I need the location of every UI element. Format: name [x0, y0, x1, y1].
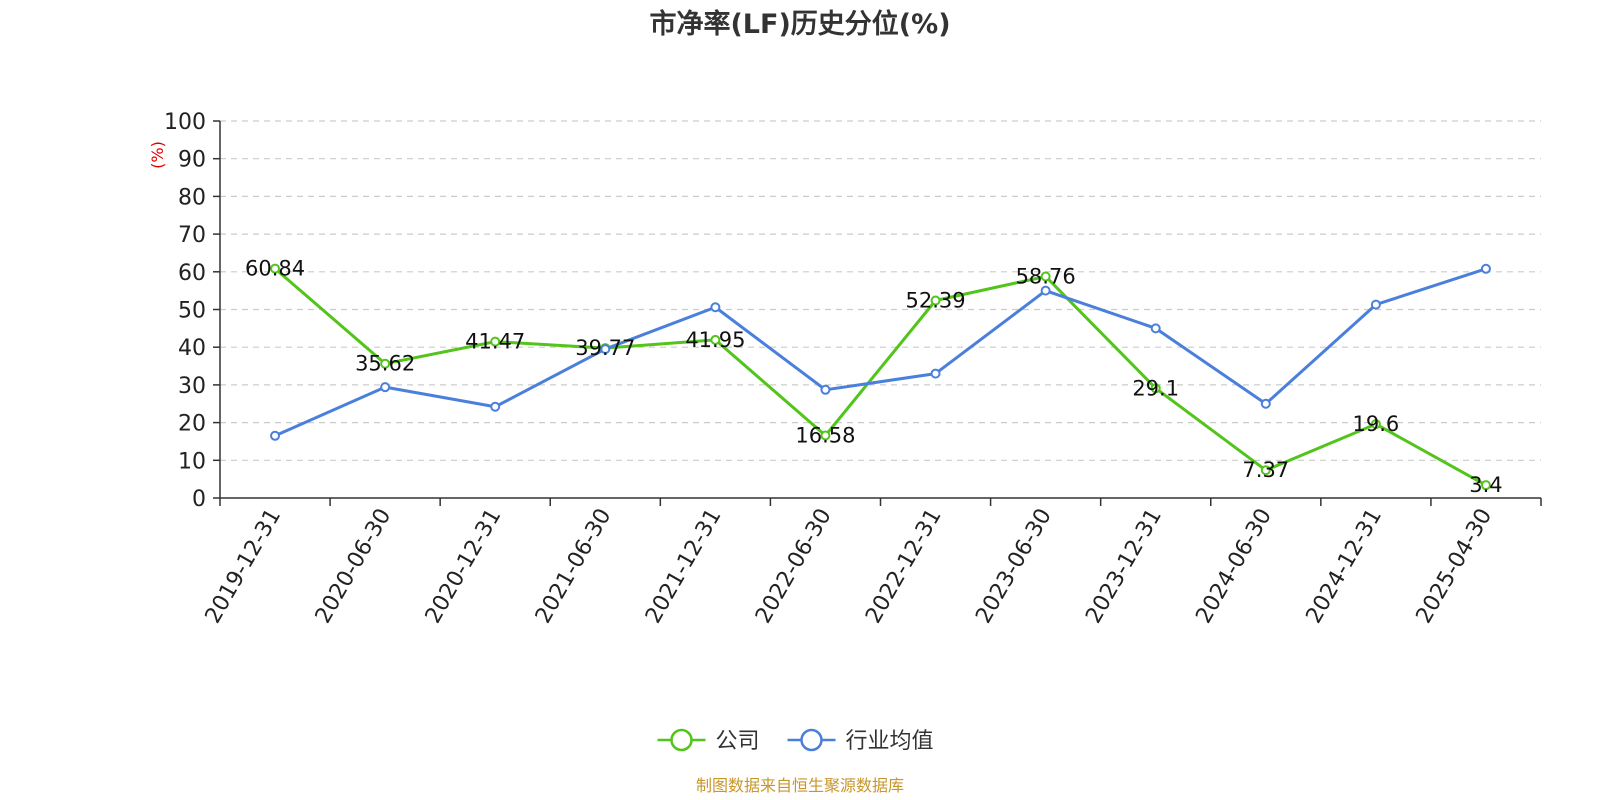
- data-label: 52.39: [905, 288, 965, 312]
- x-tick-label: 2023-06-30: [971, 505, 1057, 628]
- data-point[interactable]: [820, 384, 831, 395]
- y-tick-label: 0: [192, 487, 206, 512]
- data-point[interactable]: [1370, 299, 1381, 310]
- x-tick-label: 2021-06-30: [531, 505, 617, 628]
- gridlines: [220, 120, 1541, 461]
- data-point[interactable]: [1150, 383, 1161, 394]
- data-point[interactable]: [1480, 480, 1491, 491]
- data-point[interactable]: [270, 263, 281, 274]
- data-label: 41.47: [465, 330, 525, 354]
- data-point[interactable]: [930, 295, 941, 306]
- data-label: 58.76: [1016, 264, 1076, 288]
- data-point[interactable]: [270, 430, 281, 441]
- data-point[interactable]: [1370, 419, 1381, 430]
- y-tick-label: 50: [178, 299, 206, 324]
- data-label: 3.4: [1469, 473, 1502, 497]
- data-point[interactable]: [1260, 465, 1271, 476]
- series-line: [274, 267, 1487, 438]
- data-label: 16.58: [795, 423, 855, 447]
- x-tick-label: 2022-12-31: [861, 505, 947, 628]
- y-tick-label: 10: [178, 449, 206, 474]
- x-tick-label: 2019-12-31: [201, 505, 287, 628]
- y-tick-label: 40: [178, 336, 206, 361]
- series-industry-average: [270, 263, 1491, 441]
- data-point[interactable]: [710, 302, 721, 313]
- y-tick-label: 60: [178, 261, 206, 286]
- series-line: [274, 267, 1487, 487]
- data-point[interactable]: [710, 334, 721, 345]
- series-lines: [270, 263, 1491, 491]
- series-company: [270, 263, 1491, 491]
- y-tick-label: 90: [178, 148, 206, 173]
- data-label: 29.1: [1132, 376, 1179, 400]
- y-tick-label: 30: [178, 374, 206, 399]
- data-point[interactable]: [600, 344, 611, 355]
- x-tick-label: 2020-06-30: [311, 505, 397, 628]
- legend-circle-icon: [670, 728, 693, 752]
- data-label: 41.95: [685, 328, 745, 352]
- chart-title: 市净率(LF)历史分位(%): [649, 8, 950, 40]
- data-point[interactable]: [490, 401, 501, 412]
- legend-item-industry-average[interactable]: 行业均值: [787, 728, 934, 754]
- data-point[interactable]: [930, 368, 941, 379]
- x-tick-label: 2025-04-30: [1412, 505, 1498, 628]
- source-note: 制图数据来自恒生聚源数据库: [696, 776, 904, 795]
- legend-circle-icon: [800, 728, 823, 752]
- x-tick-label: 2020-12-31: [421, 505, 507, 628]
- x-tick-label: 2024-06-30: [1191, 505, 1277, 628]
- data-label: 7.37: [1242, 458, 1289, 482]
- y-tick-label: 70: [178, 223, 206, 248]
- data-point[interactable]: [1040, 285, 1051, 296]
- data-point[interactable]: [1260, 398, 1271, 409]
- data-labels: 60.84 35.62 41.47 39.77 41.95 16.58 52.39 58.76…: [245, 257, 1503, 498]
- data-point[interactable]: [490, 336, 501, 347]
- legend-label: 行业均值: [846, 729, 934, 754]
- data-label: 39.77: [575, 336, 635, 360]
- x-tick-label: 2022-06-30: [751, 505, 837, 628]
- x-tick-label: 2021-12-31: [641, 505, 727, 628]
- legend-item-company[interactable]: 公司: [657, 728, 760, 754]
- data-point[interactable]: [820, 430, 831, 441]
- y-tick-label: 20: [178, 412, 206, 437]
- data-point[interactable]: [1040, 271, 1051, 282]
- x-tick-label: 2023-12-31: [1081, 505, 1167, 628]
- data-point[interactable]: [1480, 263, 1491, 274]
- y-tick-label: 100: [164, 110, 206, 135]
- legend-label: 公司: [716, 729, 760, 754]
- data-label: 60.84: [245, 257, 305, 281]
- legend[interactable]: 公司 行业均值: [657, 728, 934, 754]
- data-point[interactable]: [380, 358, 391, 369]
- y-tick-label: 80: [178, 185, 206, 210]
- data-label: 35.62: [355, 352, 415, 376]
- x-tick-label: 2024-12-31: [1301, 505, 1387, 628]
- data-label: 19.6: [1352, 412, 1399, 436]
- data-point[interactable]: [1150, 323, 1161, 334]
- y-axis-label: (%): [148, 141, 167, 169]
- data-point[interactable]: [380, 382, 391, 393]
